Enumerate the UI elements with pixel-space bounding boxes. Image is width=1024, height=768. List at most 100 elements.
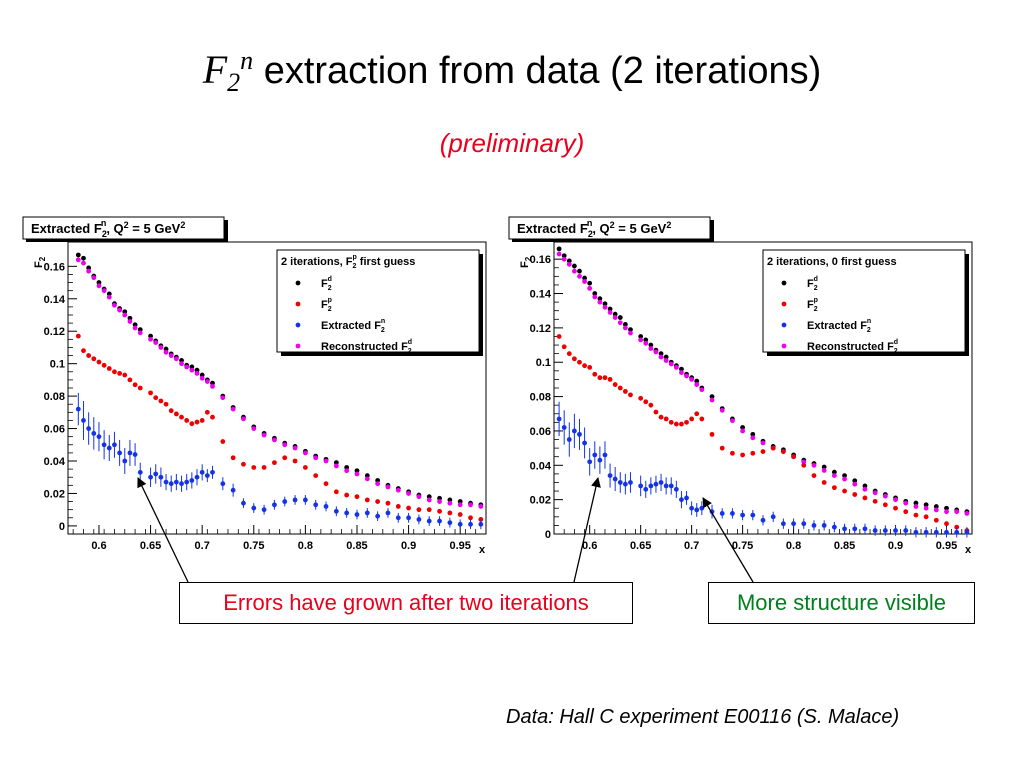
point-f2d	[612, 311, 618, 317]
point-f2p	[426, 507, 432, 513]
point-f2p	[684, 419, 689, 425]
point-f2p	[282, 455, 288, 461]
point-f2p	[163, 401, 169, 407]
point-f2d	[821, 464, 827, 470]
point-f2n	[137, 469, 143, 475]
arrow-to-right-plot	[573, 477, 601, 583]
point-f2n	[272, 502, 277, 508]
point-f2n	[689, 505, 695, 511]
point-f2n	[684, 495, 689, 501]
point-f2n	[354, 512, 360, 517]
legend-marker-f2d	[295, 280, 301, 286]
y-tick-label: 0.04	[44, 456, 66, 468]
point-recon	[323, 458, 329, 464]
y-tick-label: 0	[545, 529, 551, 541]
chart-title: Extracted F2n, Q2 = 5 GeV2	[31, 218, 185, 239]
point-f2p	[153, 395, 159, 401]
point-f2n	[852, 526, 858, 532]
y-tick-label: 0.14	[530, 289, 552, 301]
point-f2n	[602, 452, 608, 458]
point-f2p	[801, 462, 807, 468]
point-recon	[643, 340, 649, 346]
point-f2p	[416, 507, 422, 513]
point-f2n	[913, 529, 919, 535]
point-f2p	[204, 409, 210, 415]
point-recon	[292, 445, 298, 451]
point-f2n	[622, 481, 628, 487]
point-f2n	[730, 510, 735, 516]
point-f2n	[210, 469, 215, 475]
chart-svg: Extracted F2n, Q2 = 5 GeV2 0 0.02 0.04 0.06 0…	[508, 216, 973, 556]
point-f2n	[292, 497, 298, 503]
point-recon	[241, 416, 246, 422]
point-f2n	[668, 483, 674, 489]
point-f2d	[852, 478, 858, 484]
legend-marker-f2n	[781, 322, 787, 328]
point-f2d	[933, 504, 939, 509]
point-f2p	[617, 385, 623, 391]
legend-marker-f2n	[295, 322, 301, 328]
point-recon	[344, 468, 350, 474]
point-f2n	[663, 483, 669, 489]
legend-label-f2p: F2p	[807, 297, 818, 313]
legend-marker-f2d	[781, 280, 787, 286]
point-f2n	[158, 474, 164, 480]
point-recon	[566, 261, 572, 267]
x-tick-label: 0.65	[140, 540, 161, 552]
point-f2n	[91, 431, 97, 436]
point-f2n	[658, 480, 664, 485]
point-recon	[964, 510, 970, 516]
x-tick-label: 0.95	[449, 540, 470, 552]
legend-label-f2n: Extracted F2n	[807, 318, 871, 334]
point-f2p	[872, 498, 878, 504]
point-f2d	[694, 378, 700, 384]
legend-label-f2p: F2p	[321, 297, 332, 313]
point-f2p	[638, 395, 644, 401]
point-f2n	[112, 442, 117, 448]
point-recon	[628, 330, 633, 336]
y-tick-label: 0.08	[530, 392, 551, 404]
point-f2p	[628, 392, 633, 398]
point-f2d	[607, 306, 613, 312]
point-f2n	[478, 521, 484, 527]
point-f2n	[607, 473, 613, 478]
point-f2p	[566, 351, 572, 357]
point-f2p	[364, 497, 370, 503]
point-recon	[437, 499, 442, 504]
point-f2n	[964, 529, 970, 535]
point-recon	[658, 354, 664, 360]
point-recon	[954, 509, 960, 515]
point-recon	[903, 500, 909, 506]
point-f2n	[561, 425, 567, 430]
point-recon	[199, 375, 205, 381]
point-recon	[230, 406, 236, 412]
point-f2d	[663, 354, 669, 360]
x-tick-label: 0.75	[243, 540, 264, 552]
x-tick-label: 0.6	[582, 540, 597, 552]
point-f2p	[673, 421, 679, 427]
point-recon	[648, 346, 654, 351]
point-f2d	[75, 252, 81, 258]
data-points	[556, 246, 970, 538]
point-f2p	[760, 449, 766, 454]
point-recon	[842, 476, 847, 482]
point-f2n	[199, 469, 205, 475]
point-f2p	[893, 505, 898, 511]
title-symbol: F2n	[202, 46, 254, 97]
point-recon	[852, 481, 858, 487]
point-recon	[132, 325, 138, 331]
point-f2d	[842, 473, 847, 478]
point-f2n	[447, 520, 453, 526]
point-f2d	[913, 500, 919, 506]
y-tick-label: 0.02	[530, 495, 551, 507]
point-f2p	[81, 348, 86, 354]
point-f2p	[292, 458, 298, 464]
point-f2p	[882, 502, 888, 508]
point-f2p	[719, 445, 725, 451]
point-f2n	[566, 437, 572, 442]
x-axis-label: x	[479, 544, 486, 556]
point-f2p	[780, 449, 786, 454]
point-f2p	[668, 419, 674, 425]
point-recon	[261, 432, 267, 438]
